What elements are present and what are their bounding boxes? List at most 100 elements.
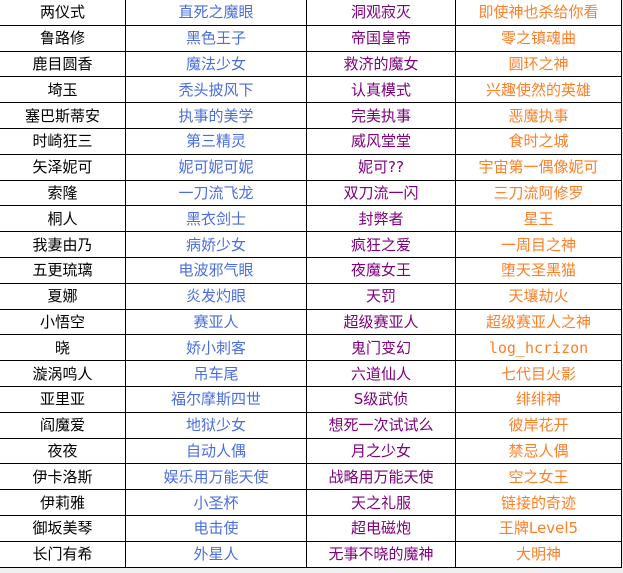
table-row: 塞巴斯蒂安 执事的美学 完美执事 恶魔执事 [0, 102, 622, 129]
title-1-cell: 赛亚人 [125, 308, 307, 336]
title-1-cell: 吊车尾 [125, 360, 307, 387]
title-3-cell: 链接的奇迹 [455, 489, 622, 516]
title-2-cell: 鬼门变幻 [306, 334, 456, 362]
title-3-cell: 圆环之神 [455, 50, 622, 78]
table-row: 御坂美琴 电击使 超电磁炮 王牌Level5 [0, 514, 622, 542]
title-1-cell: 妮可妮可妮 [125, 153, 307, 181]
table-row: 五更琉璃 电波邪气眼 夜魔女王 堕天圣黑猫 [0, 256, 622, 284]
character-name-cell: 塞巴斯蒂安 [0, 102, 126, 129]
table-row: 伊莉雅 小圣杯 天之礼服 链接的奇迹 [0, 489, 622, 516]
title-2-cell: 完美执事 [306, 102, 456, 129]
character-name-cell: 御坂美琴 [0, 514, 126, 542]
character-name-cell: 桐人 [0, 205, 126, 233]
table-row: 漩涡鸣人 吊车尾 六道仙人 七代目火影 [0, 360, 622, 387]
table-row: 小悟空 赛亚人 超级赛亚人 超级赛亚人之神 [0, 308, 622, 336]
character-name-cell: 夏娜 [0, 282, 126, 310]
table-row: 亚里亚 福尔摩斯四世 S级武侦 绯绯神 [0, 385, 622, 413]
title-3-cell: 天壤劫火 [455, 282, 622, 310]
title-3-cell: 恶魔执事 [455, 102, 622, 129]
title-3-cell: 食时之城 [455, 127, 622, 155]
title-3-cell: 绯绯神 [455, 385, 622, 413]
title-2-cell: 战略用万能天使 [306, 463, 456, 491]
title-2-cell: 超电磁炮 [306, 514, 456, 542]
character-name-cell: 时崎狂三 [0, 127, 126, 155]
title-2-cell: 双刀流一闪 [306, 179, 456, 207]
title-1-cell: 炎发灼眼 [125, 282, 307, 310]
table-row: 时崎狂三 第三精灵 威风堂堂 食时之城 [0, 127, 622, 155]
title-2-cell: 威风堂堂 [306, 127, 456, 155]
table-row: 两仪式 直死之魔眼 洞观寂灭 即使神也杀给你看 [0, 0, 622, 26]
title-2-cell: 洞观寂灭 [306, 0, 456, 26]
character-name-cell: 埼玉 [0, 76, 126, 104]
table-row: 夜夜 自动人偶 月之少女 禁忌人偶 [0, 437, 622, 465]
title-1-cell: 第三精灵 [125, 127, 307, 155]
title-1-cell: 外星人 [125, 540, 307, 568]
title-3-cell: 彼岸花开 [455, 411, 622, 439]
title-3-cell: 即使神也杀给你看 [455, 0, 622, 26]
title-3-cell: 零之镇魂曲 [455, 24, 622, 52]
character-name-cell: 阎魔爱 [0, 411, 126, 439]
title-1-cell: 小圣杯 [125, 489, 307, 516]
title-1-cell: 电击使 [125, 514, 307, 542]
character-name-cell: 五更琉璃 [0, 256, 126, 284]
title-2-cell: S级武侦 [306, 385, 456, 413]
table-row: 阎魔爱 地狱少女 想死一次试试么 彼岸花开 [0, 411, 622, 439]
title-2-cell: 夜魔女王 [306, 256, 456, 284]
title-3-cell: 堕天圣黑猫 [455, 256, 622, 284]
character-name-cell: 鲁路修 [0, 24, 126, 52]
title-2-cell: 疯狂之爱 [306, 231, 456, 258]
title-2-cell: 超级赛亚人 [306, 308, 456, 336]
character-name-cell: 我妻由乃 [0, 231, 126, 258]
table-row: 长门有希 外星人 无事不晓的魔神 大明神 [0, 540, 622, 568]
table-row: 埼玉 秃头披风下 认真模式 兴趣使然的英雄 [0, 76, 622, 104]
character-name-cell: 长门有希 [0, 540, 126, 568]
title-1-cell: 娱乐用万能天使 [125, 463, 307, 491]
title-3-cell: 兴趣使然的英雄 [455, 76, 622, 104]
character-name-cell: 索隆 [0, 179, 126, 207]
character-name-cell: 小悟空 [0, 308, 126, 336]
title-3-cell: 王牌Level5 [455, 514, 622, 542]
title-1-cell: 电波邪气眼 [125, 256, 307, 284]
title-3-cell: 七代目火影 [455, 360, 622, 387]
title-1-cell: 福尔摩斯四世 [125, 385, 307, 413]
title-2-cell: 封弊者 [306, 205, 456, 233]
title-3-cell: 宇宙第一偶像妮可 [455, 153, 622, 181]
title-1-cell: 自动人偶 [125, 437, 307, 465]
title-2-cell: 六道仙人 [306, 360, 456, 387]
title-1-cell: 地狱少女 [125, 411, 307, 439]
title-1-cell: 秃头披风下 [125, 76, 307, 104]
title-1-cell: 病娇少女 [125, 231, 307, 258]
table-row: 伊卡洛斯 娱乐用万能天使 战略用万能天使 空之女王 [0, 463, 622, 491]
title-3-cell: 三刀流阿修罗 [455, 179, 622, 207]
character-name-cell: 鹿目圆香 [0, 50, 126, 78]
table-row: 鹿目圆香 魔法少女 救济的魔女 圆环之神 [0, 50, 622, 78]
title-2-cell: 无事不晓的魔神 [306, 540, 456, 568]
title-3-cell: 星王 [455, 205, 622, 233]
table-row: 桐人 黑衣剑士 封弊者 星王 [0, 205, 622, 233]
table-row: 矢泽妮可 妮可妮可妮 妮可?? 宇宙第一偶像妮可 [0, 153, 622, 181]
title-2-cell: 想死一次试试么 [306, 411, 456, 439]
table-row: 夏娜 炎发灼眼 天罚 天壤劫火 [0, 282, 622, 310]
character-name-cell: 漩涡鸣人 [0, 360, 126, 387]
title-2-cell: 天之礼服 [306, 489, 456, 516]
table-row: 我妻由乃 病娇少女 疯狂之爱 一周目之神 [0, 231, 622, 258]
title-2-cell: 救济的魔女 [306, 50, 456, 78]
title-1-cell: 黑色王子 [125, 24, 307, 52]
title-1-cell: 一刀流飞龙 [125, 179, 307, 207]
character-name-cell: 矢泽妮可 [0, 153, 126, 181]
title-1-cell: 魔法少女 [125, 50, 307, 78]
table-row: 鲁路修 黑色王子 帝国皇帝 零之镇魂曲 [0, 24, 622, 52]
title-1-cell: 直死之魔眼 [125, 0, 307, 26]
character-name-cell: 伊莉雅 [0, 489, 126, 516]
title-3-cell: 大明神 [455, 540, 622, 568]
character-name-cell: 夜夜 [0, 437, 126, 465]
title-2-cell: 认真模式 [306, 76, 456, 104]
character-name-cell: 两仪式 [0, 0, 126, 26]
title-3-cell: 禁忌人偶 [455, 437, 622, 465]
character-name-cell: 亚里亚 [0, 385, 126, 413]
title-2-cell: 天罚 [306, 282, 456, 310]
title-2-cell: 帝国皇帝 [306, 24, 456, 52]
title-3-cell: 一周目之神 [455, 231, 622, 258]
